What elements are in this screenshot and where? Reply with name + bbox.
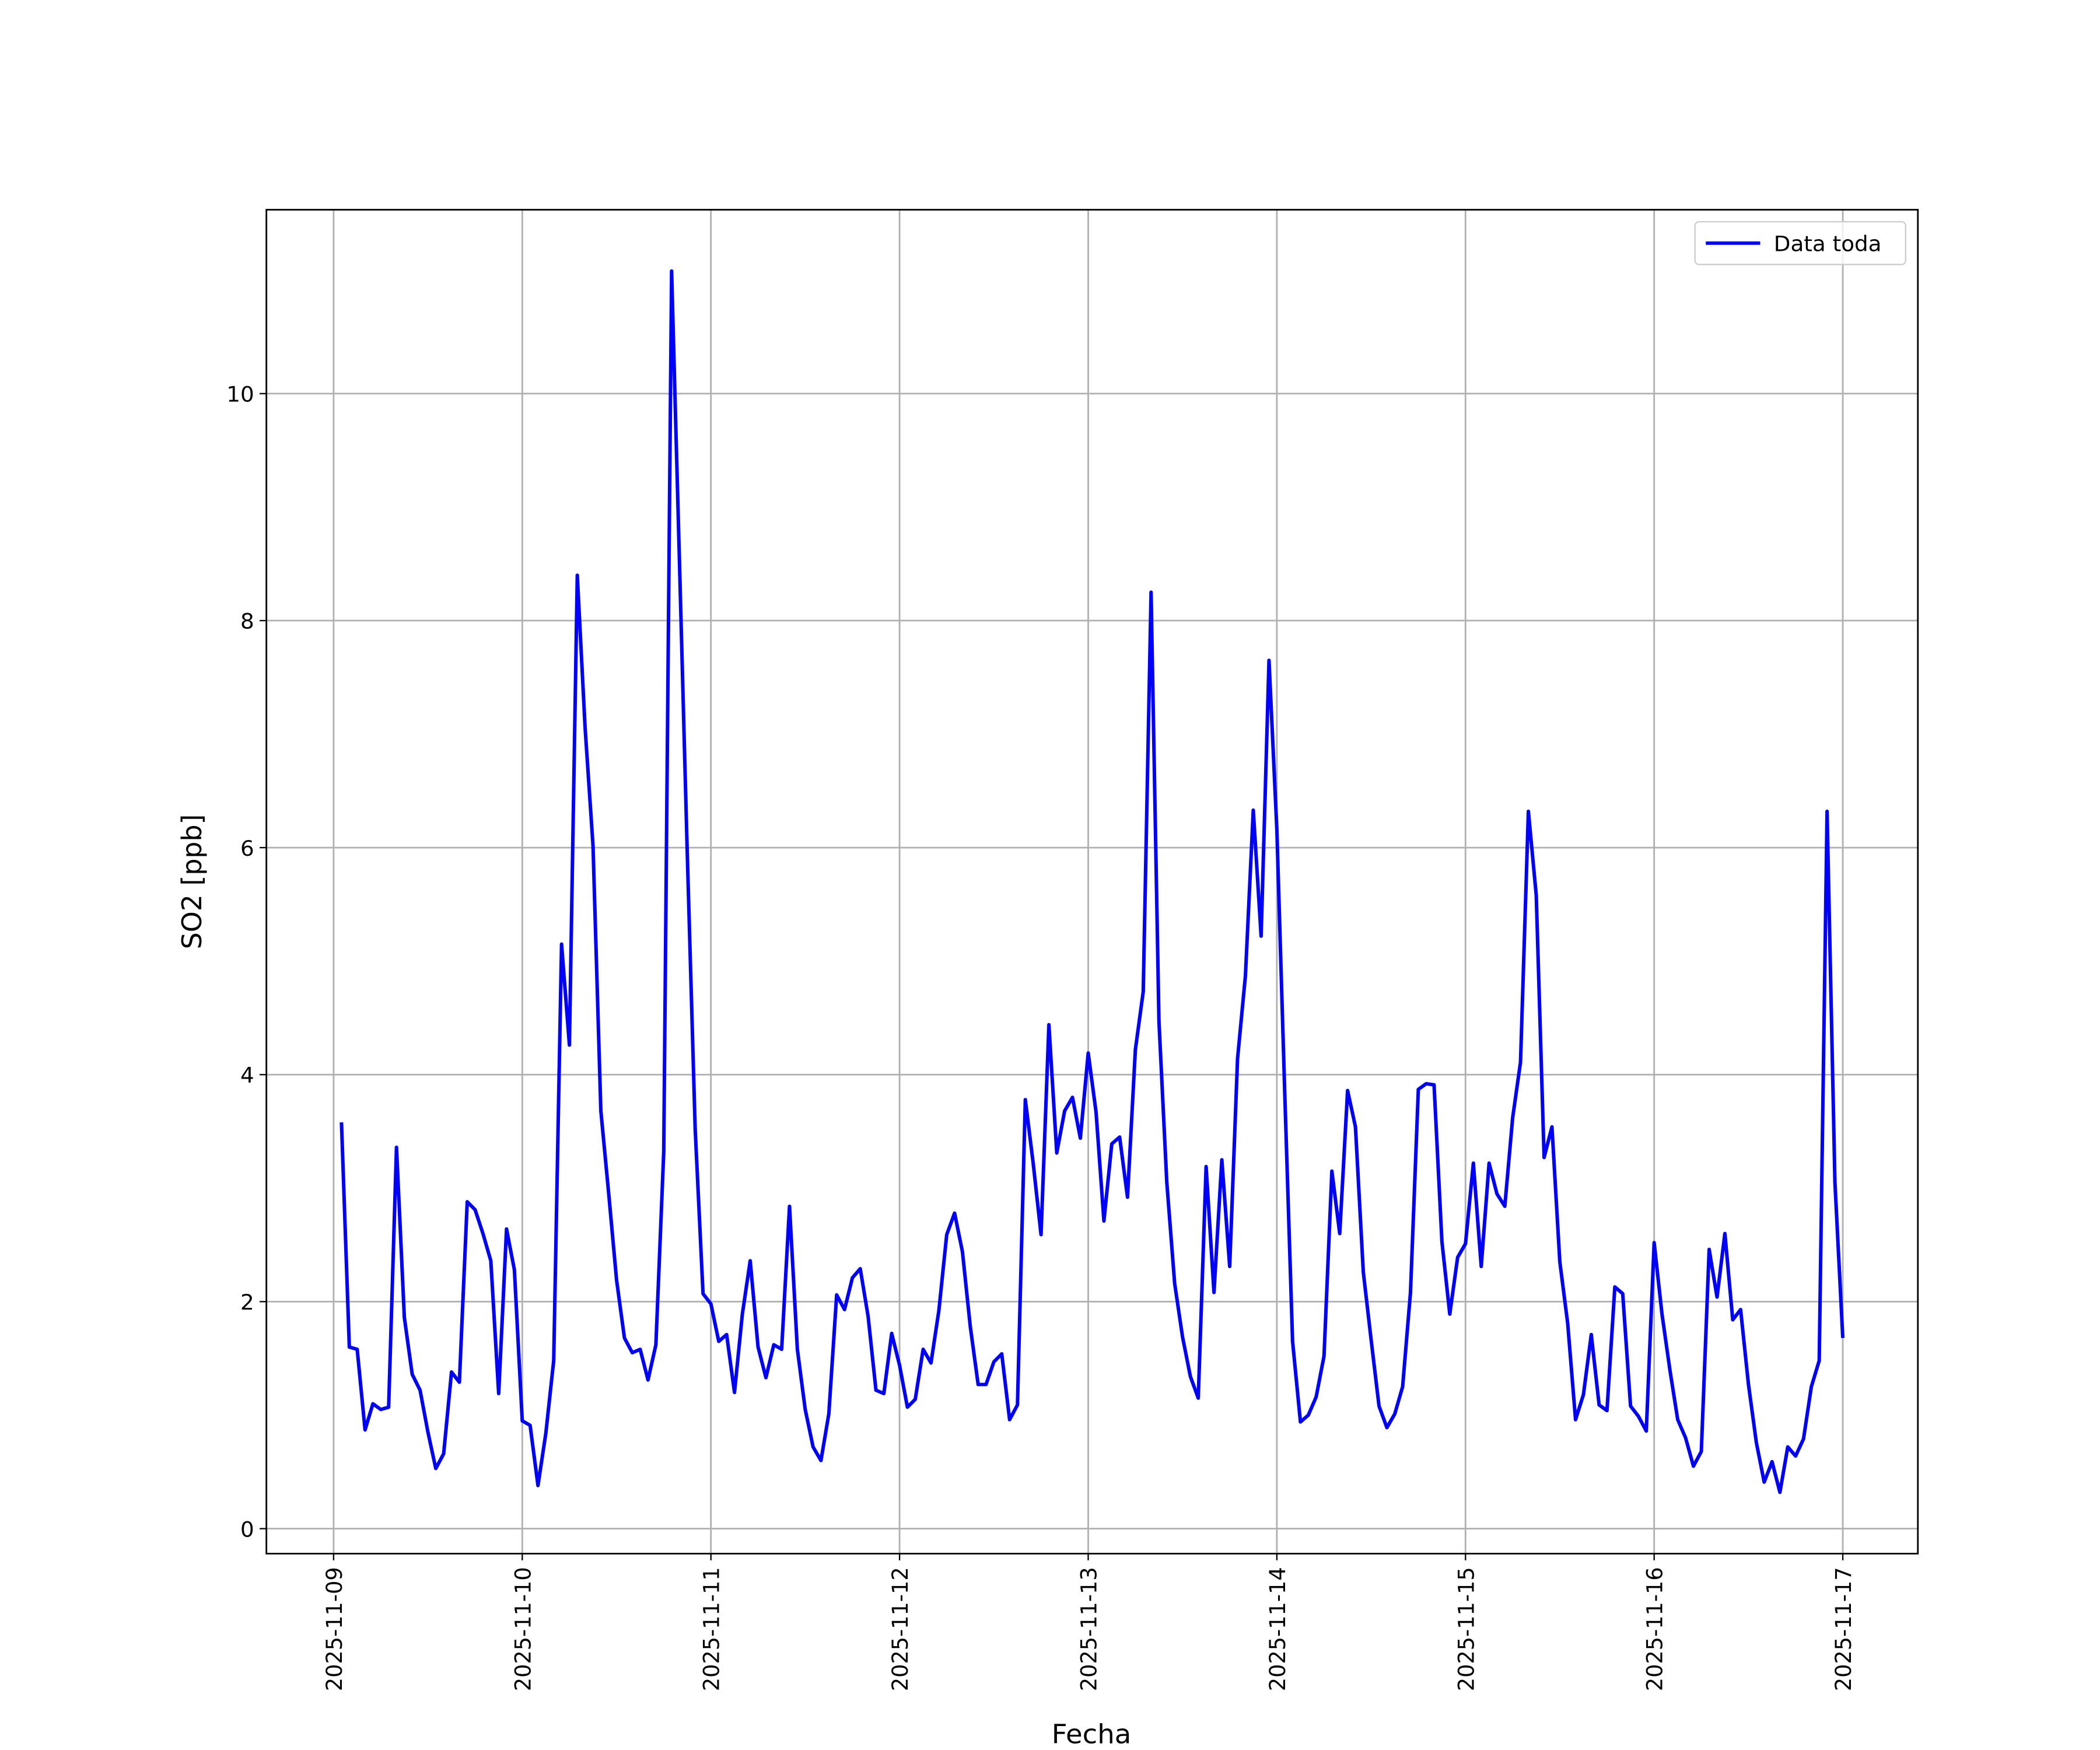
x-tick-label: 2025-11-13: [1076, 1567, 1101, 1691]
x-tick-label: 2025-11-15: [1454, 1567, 1479, 1691]
y-axis-label: SO2 [ppb]: [176, 814, 207, 950]
x-tick-label: 2025-11-11: [699, 1567, 724, 1691]
x-tick-label: 2025-11-16: [1642, 1567, 1667, 1691]
data-line: [340, 269, 1845, 1494]
y-tick-label: 6: [240, 836, 254, 861]
legend-box: [1694, 221, 1906, 265]
y-tick-label: 4: [240, 1063, 254, 1088]
x-tick-label: 2025-11-14: [1265, 1567, 1290, 1691]
y-tick-label: 2: [240, 1290, 254, 1315]
plot-frame: [265, 209, 1919, 1555]
x-tick-label: 2025-11-10: [510, 1567, 536, 1691]
x-axis-label: Fecha: [1052, 1718, 1132, 1750]
x-tick-label: 2025-11-09: [322, 1567, 347, 1691]
y-tick-label: 0: [240, 1517, 254, 1542]
legend-label: Data toda: [1774, 232, 1882, 257]
x-tick-label: 2025-11-17: [1831, 1567, 1856, 1691]
y-tick-label: 10: [226, 382, 254, 407]
x-tick-label: 2025-11-12: [888, 1567, 913, 1691]
y-tick-label: 8: [240, 609, 254, 634]
